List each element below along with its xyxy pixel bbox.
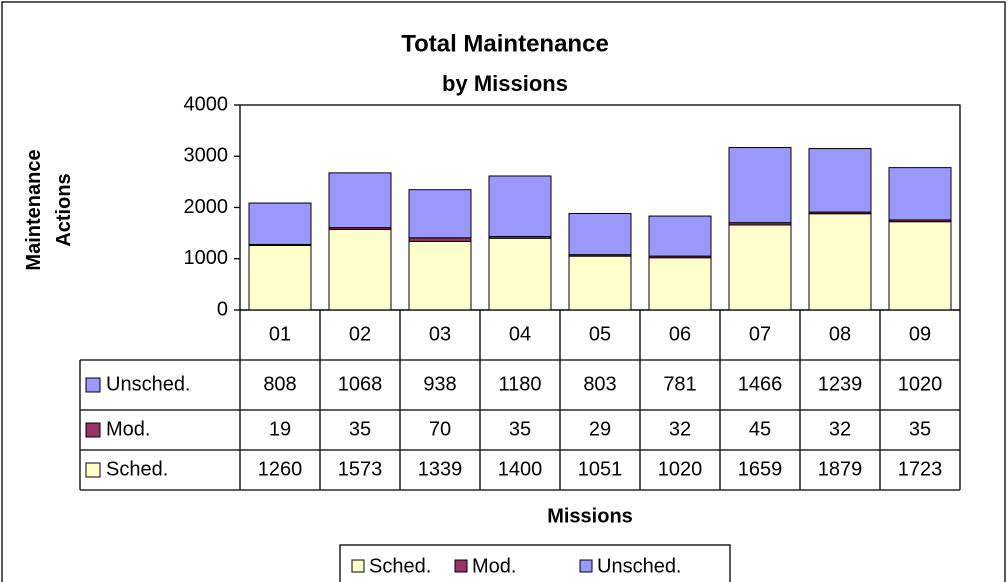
bar-segment [488, 175, 552, 237]
table-cell: 938 [423, 373, 456, 395]
table-cell: 1723 [898, 458, 943, 480]
table-cell: 1400 [498, 458, 543, 480]
table-cell: 35 [349, 418, 371, 440]
chart-title: Total Maintenance [401, 30, 609, 57]
table-cell: 1260 [258, 458, 303, 480]
bar-segment [488, 237, 552, 311]
x-tick-label: 09 [909, 323, 931, 345]
x-tick-label: 03 [429, 323, 451, 345]
table-cell: 35 [509, 418, 531, 440]
bar-segment [408, 189, 472, 239]
table-cell: 70 [429, 418, 451, 440]
y-tick-label: 4000 [184, 93, 229, 115]
table-cell: 1573 [338, 458, 383, 480]
y-tick-label: 0 [217, 298, 228, 320]
legend-key [579, 559, 593, 573]
table-row-label: Unsched. [106, 373, 191, 395]
x-axis-title: Missions [547, 505, 633, 527]
bar-segment [568, 212, 632, 256]
table-cell: 45 [749, 418, 771, 440]
bar-segment [328, 228, 392, 311]
table-legend-key [85, 422, 101, 438]
table-cell: 808 [263, 373, 296, 395]
bar-segment [728, 224, 792, 311]
table-cell: 803 [583, 373, 616, 395]
table-cell: 1051 [578, 458, 623, 480]
x-tick-label: 08 [829, 323, 851, 345]
bar-segment [648, 257, 712, 311]
table-cell: 32 [829, 418, 851, 440]
bar-segment [568, 255, 632, 311]
table-cell: 19 [269, 418, 291, 440]
legend-label: Unsched. [597, 555, 682, 577]
y-axis-title: Maintenance Actions [23, 149, 75, 270]
legend-label: Sched. [369, 555, 431, 577]
bar-segment [728, 147, 792, 224]
bar-segment [248, 202, 312, 245]
x-tick-label: 05 [589, 323, 611, 345]
table-cell: 35 [909, 418, 931, 440]
table-cell: 1239 [818, 373, 863, 395]
table-cell: 1466 [738, 373, 783, 395]
y-tick-label: 3000 [184, 145, 229, 167]
y-tick-label: 1000 [184, 247, 229, 269]
table-cell: 1020 [898, 373, 943, 395]
table-row-label: Mod. [106, 418, 150, 440]
x-tick-label: 07 [749, 323, 771, 345]
table-cell: 1879 [818, 458, 863, 480]
bar-segment [408, 240, 472, 311]
x-tick-label: 02 [349, 323, 371, 345]
legend-key [454, 559, 468, 573]
table-cell: 1068 [338, 373, 383, 395]
bar-segment [648, 215, 712, 257]
table-cell: 1020 [658, 458, 703, 480]
bar-segment [888, 221, 952, 311]
table-cell: 1339 [418, 458, 463, 480]
bar-segment [328, 172, 392, 229]
table-legend-key [85, 377, 101, 393]
table-row-label: Sched. [106, 458, 168, 480]
legend-key [351, 559, 365, 573]
x-tick-label: 01 [269, 323, 291, 345]
table-cell: 1659 [738, 458, 783, 480]
bar-segment [808, 148, 872, 213]
table-cell: 1180 [498, 373, 541, 395]
table-legend-key [85, 462, 101, 478]
legend-label: Mod. [472, 555, 516, 577]
bar-segment [408, 237, 472, 242]
chart-subtitle: by Missions [442, 71, 568, 96]
bar-segment [248, 244, 312, 311]
bar-segment [808, 213, 872, 311]
legend-box [339, 544, 731, 582]
y-tick-label: 2000 [184, 196, 229, 218]
bar-segment [888, 167, 952, 221]
x-tick-label: 04 [509, 323, 531, 345]
x-tick-label: 06 [669, 323, 691, 345]
table-cell: 781 [663, 373, 696, 395]
table-cell: 29 [589, 418, 611, 440]
table-cell: 32 [669, 418, 691, 440]
